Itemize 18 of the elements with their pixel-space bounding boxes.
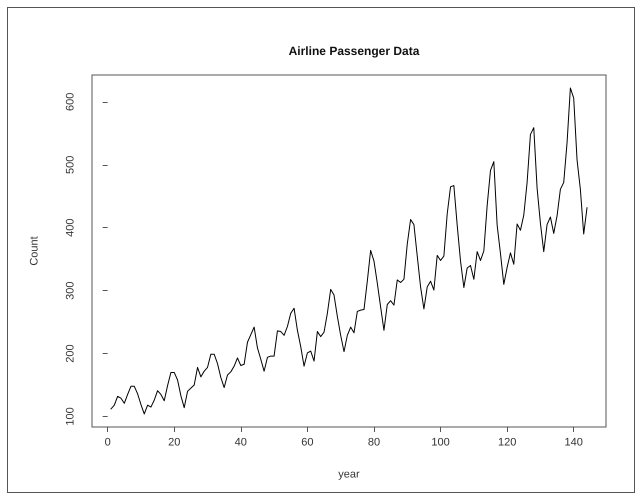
line-series (110, 88, 588, 414)
x-tick-label: 100 (431, 436, 450, 448)
x-tick-label: 80 (368, 436, 380, 448)
x-tick-label: 0 (104, 436, 111, 448)
y-tick-label: 300 (64, 281, 76, 300)
x-axis-title: year (338, 468, 360, 480)
x-tick-label: 20 (168, 436, 180, 448)
x-tick-label: 120 (498, 436, 516, 448)
y-tick-label: 600 (64, 92, 76, 112)
y-axis-title: Count (28, 236, 40, 266)
chart-title: Airline Passenger Data (288, 44, 420, 58)
y-tick-label: 400 (64, 218, 76, 237)
x-tick-label: 40 (234, 436, 247, 448)
x-tick-label: 60 (301, 436, 314, 448)
x-tick-label: 140 (564, 436, 583, 448)
y-tick-label: 100 (64, 407, 76, 426)
y-tick-label: 200 (64, 344, 76, 363)
y-tick-label: 500 (64, 156, 76, 174)
